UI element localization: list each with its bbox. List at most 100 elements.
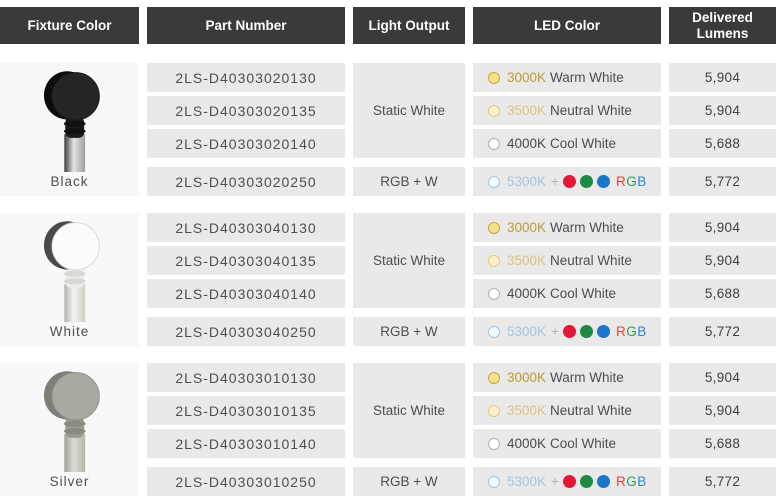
led-color-cell: 3500K Neutral White <box>473 96 661 125</box>
fixture-image <box>43 71 100 172</box>
header-light-output: Light Output <box>353 7 465 44</box>
light-output-cell: RGB + W <box>353 467 465 496</box>
led-color-cell: 5300K + RGB <box>473 167 661 196</box>
led-color-label: Warm White <box>550 220 624 235</box>
led-color-label: Neutral White <box>550 403 632 418</box>
rgb-dot-icon <box>596 175 610 188</box>
led-swatch-icon <box>488 254 500 267</box>
light-output-cell: Static White <box>353 213 465 308</box>
led-kelvin-label: 5300K <box>507 324 547 339</box>
led-color-cell: 5300K + RGB <box>473 467 661 496</box>
rgb-dot-icon <box>562 325 576 338</box>
led-color-label: Neutral White <box>550 103 632 118</box>
led-kelvin-label: 3500K <box>507 403 547 418</box>
led-swatch-icon <box>488 437 500 450</box>
fixture-label: Silver <box>49 474 90 489</box>
light-output-cell: RGB + W <box>353 317 465 346</box>
part-number-cell: 2LS-D40303040130 <box>147 213 345 242</box>
led-color-cell: 5300K + RGB <box>473 317 661 346</box>
header-led-color: LED Color <box>473 7 661 44</box>
fixture-cell: White <box>0 213 139 346</box>
plus-sign: + <box>551 474 559 489</box>
led-color-label: Cool White <box>550 136 617 151</box>
lumens-cell: 5,688 <box>669 279 776 308</box>
led-color-label: Neutral White <box>550 253 632 268</box>
rgb-dot-icon <box>596 325 610 338</box>
part-number-cell: 2LS-D40303010135 <box>147 396 345 425</box>
led-swatch-icon <box>488 287 500 300</box>
rgb-dot-icon <box>579 175 593 188</box>
led-swatch-icon <box>488 137 500 150</box>
rgb-label: RGB <box>616 474 647 489</box>
rgb-dot-icon <box>562 475 576 488</box>
led-kelvin-label: 4000K <box>507 136 547 151</box>
lumens-cell: 5,772 <box>669 317 776 346</box>
part-number-cell: 2LS-D40303020135 <box>147 96 345 125</box>
rgb-letter: R <box>615 474 627 489</box>
part-number-cell: 2LS-D40303010130 <box>147 363 345 392</box>
led-color-cell: 4000K Cool White <box>473 429 661 458</box>
lumens-cell: 5,904 <box>669 63 776 92</box>
led-swatch-icon <box>488 475 500 488</box>
led-swatch-icon <box>488 325 500 338</box>
led-swatch-icon <box>488 104 500 117</box>
light-output-cell: RGB + W <box>353 167 465 196</box>
led-kelvin-label: 4000K <box>507 436 547 451</box>
header-part-number: Part Number <box>147 7 345 44</box>
led-swatch-icon <box>488 71 500 84</box>
led-kelvin-label: 3500K <box>507 103 547 118</box>
rgb-letter: R <box>615 324 627 339</box>
rgb-letter: R <box>615 174 627 189</box>
rgb-letter: B <box>637 474 647 489</box>
led-color-label: Cool White <box>550 436 617 451</box>
led-color-cell: 4000K Cool White <box>473 279 661 308</box>
fixture-group: Black Static White RGB + W 2LS-D40303020130… <box>0 63 777 196</box>
led-kelvin-label: 5300K <box>507 174 547 189</box>
plus-sign: + <box>551 174 559 189</box>
part-number-cell: 2LS-D40303040140 <box>147 279 345 308</box>
part-number-cell: 2LS-D40303040135 <box>147 246 345 275</box>
lumens-cell: 5,904 <box>669 96 776 125</box>
part-number-cell: 2LS-D40303020140 <box>147 129 345 158</box>
fixture-group: Silver Static White RGB + W 2LS-D4030301013… <box>0 363 777 496</box>
led-color-label: Cool White <box>550 286 617 301</box>
fixture-label: Black <box>50 174 89 189</box>
rgb-label: RGB <box>616 174 647 189</box>
rgb-dot-icon <box>579 475 593 488</box>
led-kelvin-label: 3000K <box>507 70 547 85</box>
led-kelvin-label: 3000K <box>507 370 547 385</box>
lumens-cell: 5,904 <box>669 213 776 242</box>
lumens-cell: 5,904 <box>669 363 776 392</box>
fixture-image <box>43 221 100 322</box>
fixture-group: White Static White RGB + W 2LS-D40303040130… <box>0 213 777 346</box>
led-color-cell: 3000K Warm White <box>473 213 661 242</box>
plus-sign: + <box>551 324 559 339</box>
rgb-letter: G <box>626 324 638 339</box>
lumens-cell: 5,904 <box>669 396 776 425</box>
header-delivered-lumens: Delivered Lumens <box>669 7 776 44</box>
led-swatch-icon <box>488 371 500 384</box>
part-number-cell: 2LS-D40303010250 <box>147 467 345 496</box>
led-kelvin-label: 4000K <box>507 286 547 301</box>
led-kelvin-label: 3000K <box>507 220 547 235</box>
rgb-dot-icon <box>562 175 576 188</box>
part-number-cell: 2LS-D40303040250 <box>147 317 345 346</box>
rgb-letter: G <box>626 474 638 489</box>
table-body: Black Static White RGB + W 2LS-D40303020130… <box>0 63 777 496</box>
light-output-cell: Static White <box>353 363 465 458</box>
led-color-cell: 4000K Cool White <box>473 129 661 158</box>
led-swatch-icon <box>488 404 500 417</box>
rgb-letter: B <box>637 324 647 339</box>
led-kelvin-label: 3500K <box>507 253 547 268</box>
led-color-cell: 3000K Warm White <box>473 363 661 392</box>
fixture-image <box>43 371 100 472</box>
lumens-cell: 5,904 <box>669 246 776 275</box>
lumens-cell: 5,772 <box>669 167 776 196</box>
led-color-cell: 3000K Warm White <box>473 63 661 92</box>
led-swatch-icon <box>488 221 500 234</box>
light-output-cell: Static White <box>353 63 465 158</box>
led-color-label: Warm White <box>550 70 624 85</box>
lumens-cell: 5,688 <box>669 129 776 158</box>
header-fixture-color: Fixture Color <box>0 7 139 44</box>
lumens-cell: 5,772 <box>669 467 776 496</box>
